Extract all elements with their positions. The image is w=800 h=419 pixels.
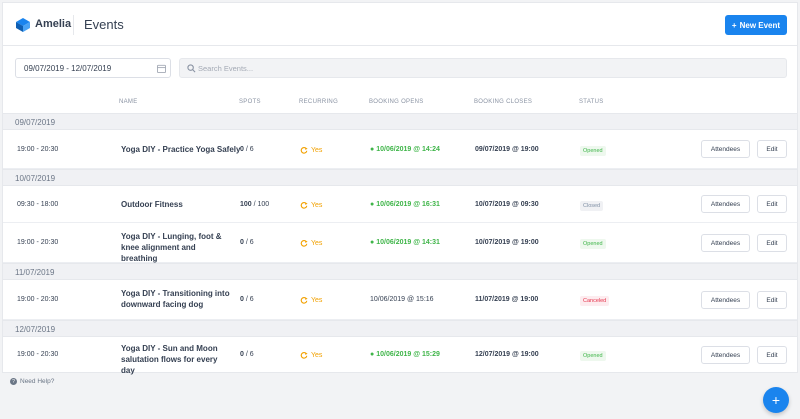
recurring-icon — [300, 296, 308, 304]
need-help-link[interactable]: ? Need Help? — [10, 378, 54, 385]
booking-opens: ● 10/06/2019 @ 14:24 — [370, 146, 440, 153]
attendees-button[interactable]: Attendees — [701, 195, 750, 213]
table-row[interactable]: 19:00 - 20:30 Yoga DIY - Lunging, foot &… — [3, 223, 797, 263]
question-icon: ? — [10, 378, 17, 385]
event-time: 19:00 - 20:30 — [17, 296, 59, 303]
recurring-indicator: Yes — [300, 201, 322, 209]
event-spots: 0 / 6 — [240, 239, 254, 246]
event-spots: 0 / 6 — [240, 351, 254, 358]
table-row[interactable]: 19:00 - 20:30 Yoga DIY - Transitioning i… — [3, 280, 797, 320]
event-time: 09:30 - 18:00 — [17, 201, 59, 208]
column-header-booking-closes: BOOKING CLOSES — [474, 99, 533, 105]
event-spots: 0 / 6 — [240, 296, 254, 303]
column-header-name: NAME — [119, 99, 138, 105]
amelia-logo-icon — [16, 18, 30, 32]
header-divider — [73, 15, 74, 35]
table-row[interactable]: 09:30 - 18:00 Outdoor Fitness 100 / 100 … — [3, 186, 797, 223]
edit-button[interactable]: Edit — [757, 195, 787, 213]
booking-closes: 11/07/2019 @ 19:00 — [475, 296, 539, 303]
recurring-icon — [300, 146, 308, 154]
column-header-status: STATUS — [579, 99, 604, 105]
brand-name: Amelia — [35, 18, 72, 30]
edit-button[interactable]: Edit — [757, 140, 787, 158]
recurring-indicator: Yes — [300, 296, 322, 304]
recurring-indicator: Yes — [300, 351, 322, 359]
booking-closes: 12/07/2019 @ 19:00 — [475, 351, 539, 358]
event-time: 19:00 - 20:30 — [17, 351, 59, 358]
top-bar: Amelia Events + New Event — [3, 3, 797, 46]
booking-closes: 10/07/2019 @ 09:30 — [475, 201, 539, 208]
date-range-value: 09/07/2019 - 12/07/2019 — [24, 64, 112, 73]
events-panel: Amelia Events + New Event 09/07/2019 - 1… — [2, 2, 798, 375]
event-time: 19:00 - 20:30 — [17, 146, 59, 153]
event-name: Yoga DIY - Sun and Moon salutation flows… — [121, 344, 218, 375]
event-spots: 100 / 100 — [240, 201, 270, 208]
recurring-icon — [300, 239, 308, 247]
edit-button[interactable]: Edit — [757, 346, 787, 364]
add-floating-button[interactable]: + — [763, 387, 789, 413]
group-date: 11/07/2019 — [15, 268, 55, 277]
recurring-indicator: Yes — [300, 146, 322, 154]
booking-closes: 10/07/2019 @ 19:00 — [475, 239, 539, 246]
group-date: 10/07/2019 — [15, 174, 56, 183]
edit-button[interactable]: Edit — [757, 291, 787, 309]
booking-opens: ● 10/06/2019 @ 14:31 — [370, 239, 440, 246]
need-help-label: Need Help? — [20, 378, 55, 385]
booking-opens: 10/06/2019 @ 15:16 — [370, 296, 434, 303]
edit-button[interactable]: Edit — [757, 234, 787, 252]
booking-closes: 09/07/2019 @ 19:00 — [475, 146, 539, 153]
status-badge: Canceled — [580, 296, 610, 306]
event-spots: 0 / 6 — [240, 146, 254, 153]
column-header-booking-opens: BOOKING OPENS — [369, 99, 424, 105]
event-time: 19:00 - 20:30 — [17, 239, 59, 246]
date-group-header: 11/07/2019 — [3, 263, 797, 280]
column-header-spots: SPOTS — [239, 99, 261, 105]
booking-opens: ● 10/06/2019 @ 16:31 — [370, 201, 440, 208]
attendees-button[interactable]: Attendees — [701, 140, 750, 158]
status-badge: Closed — [580, 201, 604, 211]
column-header-recurring: RECURRING — [299, 99, 339, 105]
recurring-icon — [300, 351, 308, 359]
attendees-button[interactable]: Attendees — [701, 346, 750, 364]
date-group-header: 09/07/2019 — [3, 113, 797, 130]
date-group-header: 12/07/2019 — [3, 320, 797, 337]
table-row[interactable]: 19:00 - 20:30 Yoga DIY - Sun and Moon sa… — [3, 337, 797, 375]
calendar-icon — [157, 64, 166, 73]
status-badge: Opened — [580, 146, 606, 156]
group-date: 09/07/2019 — [15, 118, 56, 127]
plus-icon: + — [731, 20, 737, 30]
attendees-button[interactable]: Attendees — [701, 234, 750, 252]
search-icon — [187, 64, 196, 73]
group-date: 12/07/2019 — [15, 325, 56, 334]
event-name: Yoga DIY - Transitioning into downward f… — [121, 289, 230, 309]
status-badge: Opened — [580, 239, 606, 249]
event-name: Yoga DIY - Practice Yoga Safely — [121, 145, 241, 154]
event-name: Yoga DIY - Lunging, foot & knee alignmen… — [121, 232, 222, 263]
recurring-icon — [300, 201, 308, 209]
date-group-header: 10/07/2019 — [3, 169, 797, 186]
search-box — [179, 58, 787, 78]
recurring-indicator: Yes — [300, 239, 322, 247]
date-range-picker[interactable]: 09/07/2019 - 12/07/2019 — [15, 58, 171, 78]
table-row[interactable]: 19:00 - 20:30 Yoga DIY - Practice Yoga S… — [3, 130, 797, 169]
event-name: Outdoor Fitness — [121, 200, 183, 209]
new-event-label: New Event — [739, 20, 781, 30]
page-title: Events — [84, 17, 124, 32]
booking-opens: ● 10/06/2019 @ 15:29 — [370, 351, 440, 358]
status-badge: Opened — [580, 351, 606, 361]
new-event-button[interactable]: + New Event — [725, 15, 787, 35]
attendees-button[interactable]: Attendees — [701, 291, 750, 309]
search-input[interactable] — [198, 62, 758, 75]
